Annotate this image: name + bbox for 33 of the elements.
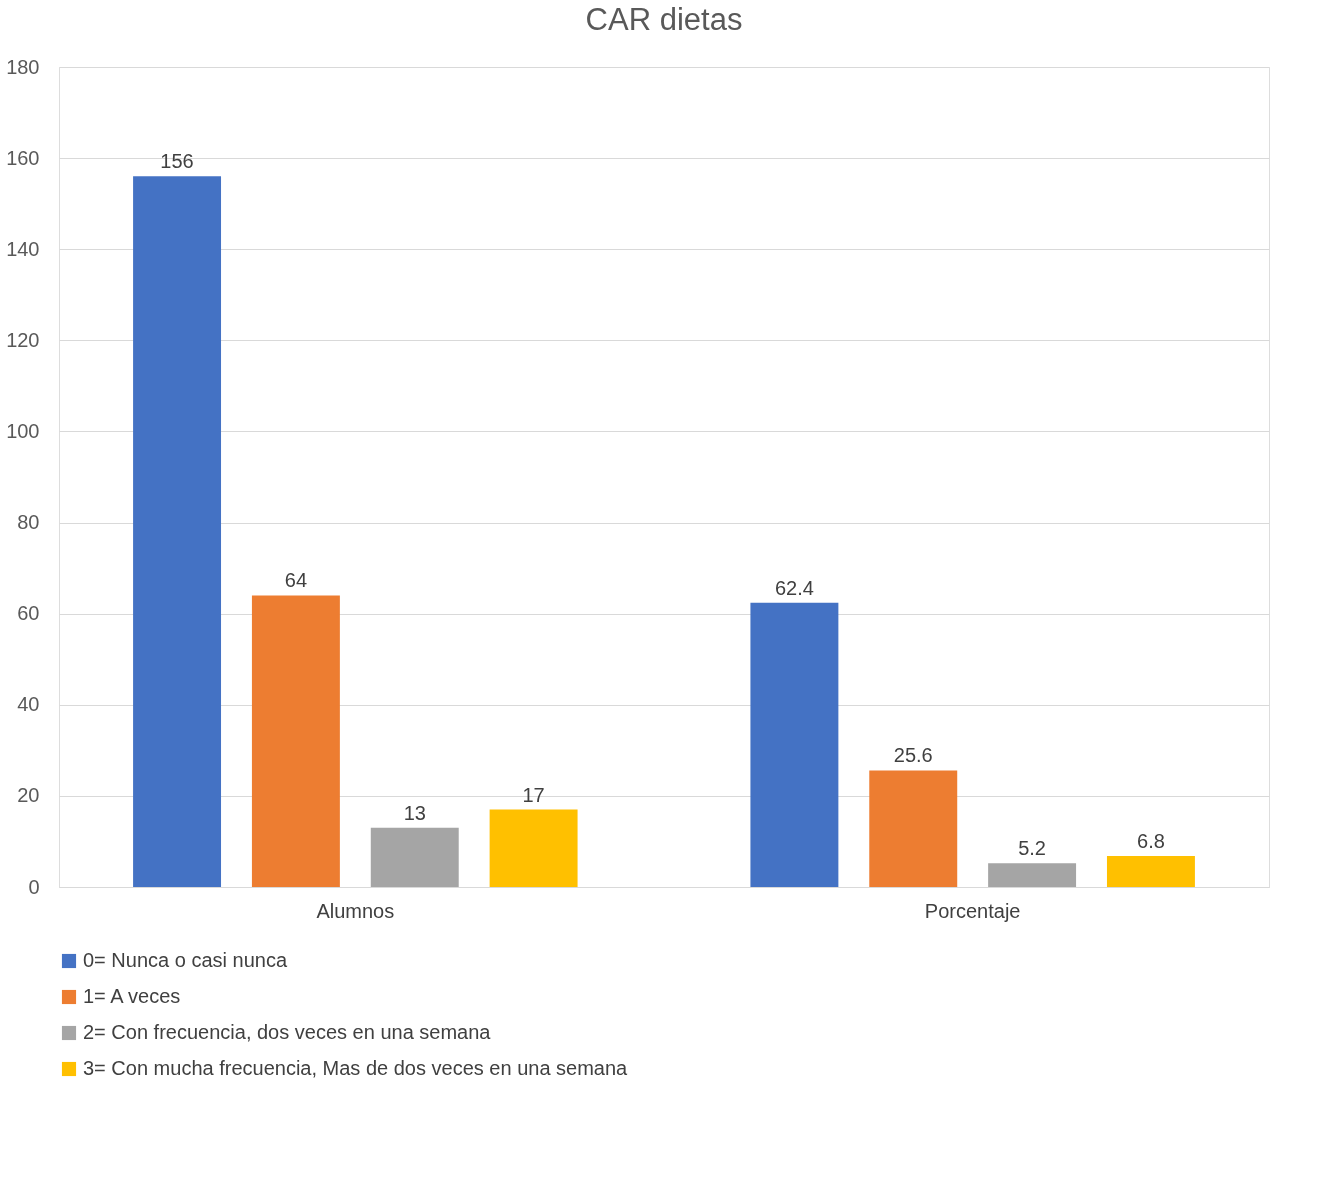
y-tick-label: 160	[6, 146, 40, 169]
bar	[1106, 856, 1195, 887]
legend-label: 1= A veces	[83, 985, 181, 1007]
legend-label: 2= Con frecuencia, dos veces en una semana	[83, 1021, 492, 1043]
y-tick-label: 180	[6, 55, 40, 78]
bar	[370, 827, 459, 887]
legend-label: 3= Con mucha frecuencia, Mas de dos veces en una semana	[83, 1057, 629, 1079]
data-label: 5.2	[1018, 837, 1046, 860]
chart-title: CAR dietas	[585, 2, 743, 37]
bar	[251, 595, 340, 887]
y-tick-label: 80	[17, 511, 40, 534]
data-label: 17	[522, 783, 545, 806]
bar	[988, 863, 1077, 887]
data-label: 62.4	[774, 576, 814, 599]
y-tick-label: 0	[28, 875, 40, 898]
bar	[869, 770, 958, 887]
bar	[750, 602, 839, 887]
x-tick-label: Alumnos	[316, 899, 395, 922]
data-label: 13	[403, 801, 426, 824]
y-tick-label: 100	[6, 419, 40, 442]
data-label: 156	[160, 150, 194, 173]
legend-label: 0= Nunca o casi nunca	[83, 949, 288, 971]
data-label: 64	[284, 569, 308, 592]
y-tick-label: 140	[6, 237, 40, 260]
data-label: 6.8	[1137, 830, 1165, 853]
y-tick-label: 20	[17, 784, 40, 807]
y-tick-label: 60	[17, 602, 40, 625]
bar	[133, 176, 222, 887]
y-tick-label: 40	[17, 693, 40, 716]
bar	[489, 809, 578, 887]
y-tick-label: 120	[6, 328, 40, 351]
data-label: 25.6	[893, 744, 933, 767]
x-tick-label: Porcentaje	[924, 899, 1021, 922]
